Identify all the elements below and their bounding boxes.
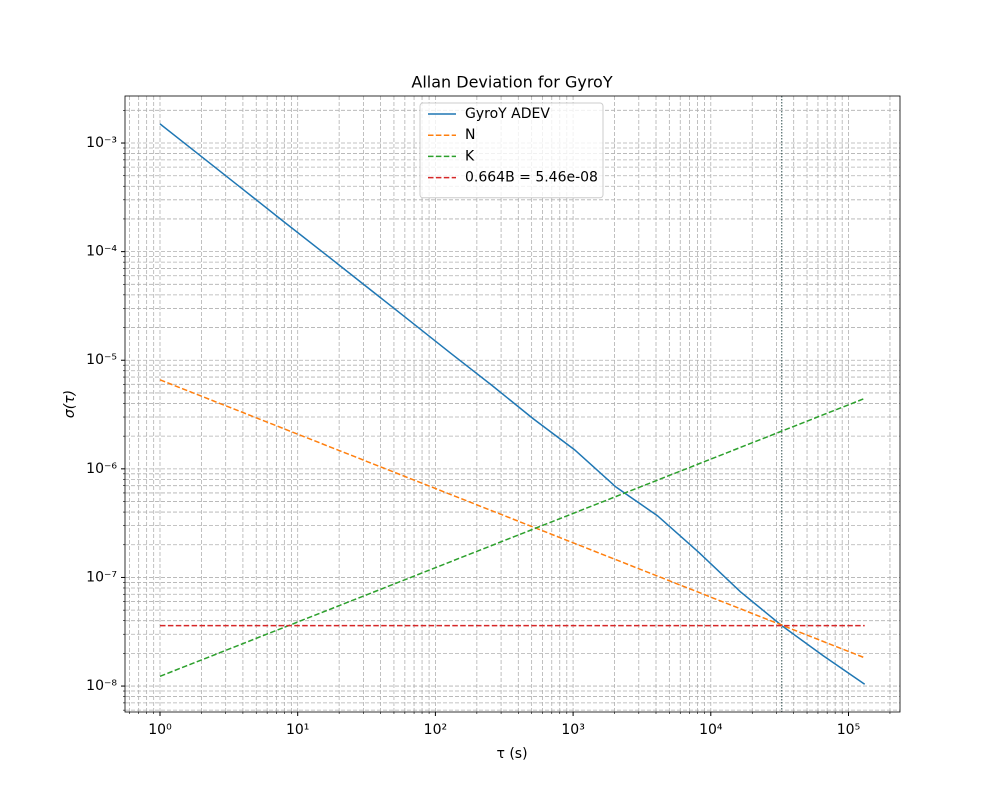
- x-tick-label: 10²: [424, 722, 447, 738]
- x-tick-label: 10¹: [286, 722, 309, 738]
- legend-label: K: [465, 148, 475, 164]
- legend-label: GyroY ADEV: [465, 106, 550, 122]
- legend-box: [419, 102, 604, 199]
- y-tick-label: 10⁻⁶: [86, 461, 117, 477]
- x-tick-label: 10⁵: [837, 722, 860, 738]
- legend-label: 0.664B = 5.46e-08: [465, 170, 598, 186]
- y-tick-label: 10⁻⁸: [86, 678, 117, 694]
- x-tick-label: 10³: [561, 722, 584, 738]
- series-line: [159, 123, 866, 685]
- y-tick-label: 10⁻⁷: [86, 569, 117, 585]
- x-axis-label: τ (s): [496, 746, 527, 762]
- y-tick-label: 10⁻⁴: [86, 244, 117, 260]
- legend-label: N: [465, 127, 475, 143]
- y-tick-label: 10⁻⁵: [86, 352, 117, 368]
- x-tick-label: 10⁰: [148, 722, 172, 738]
- x-tick-label: 10⁴: [699, 722, 723, 738]
- y-tick-label: 10⁻³: [86, 135, 117, 151]
- y-axis-label: σ(τ): [62, 390, 78, 418]
- plot-frame: [124, 95, 901, 713]
- legend: GyroY ADEV NK 0.664B = 5.46e-08: [419, 102, 604, 199]
- chart-title: Allan Deviation for GyroY: [411, 73, 612, 92]
